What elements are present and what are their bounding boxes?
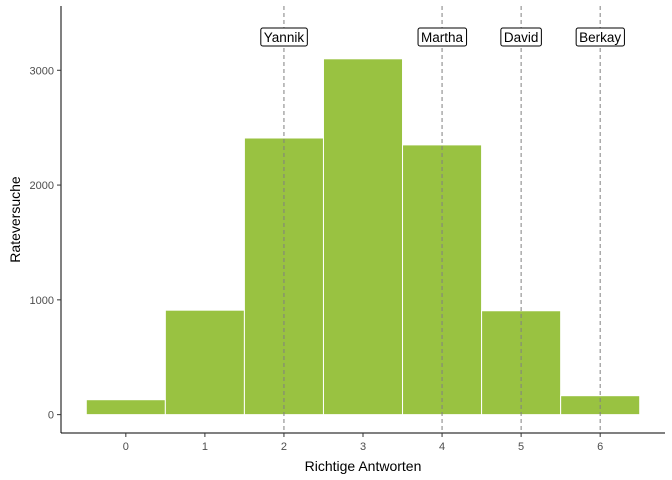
y-ticks-group: 0 1000 2000 3000 (30, 65, 61, 422)
reference-lines-group: Yannik Martha David Berkay (260, 6, 625, 433)
bar-0 (85, 399, 166, 416)
x-axis-title: Richtige Antworten (305, 458, 422, 474)
reference-label-box-yannik (260, 27, 308, 47)
bar-3 (322, 58, 404, 416)
x-tick-label: 6 (597, 441, 603, 453)
y-tick-label: 1000 (30, 295, 54, 307)
reference-label-box-berkay (575, 27, 625, 47)
x-tick-label: 5 (518, 441, 524, 453)
x-ticks-group: 0 1 2 3 4 5 6 (123, 433, 603, 453)
reference-label-box-martha (417, 27, 468, 47)
y-tick-label: 2000 (30, 180, 54, 192)
reference-label-david: David (504, 30, 539, 45)
y-tick-label: 3000 (30, 65, 54, 77)
bar-1 (164, 309, 245, 416)
reference-label-berkay: Berkay (579, 30, 621, 45)
x-tick-label: 4 (439, 441, 445, 453)
reference-label-box-david (500, 27, 542, 47)
x-tick-label: 1 (202, 441, 208, 453)
y-tick-label: 0 (48, 410, 54, 422)
y-axis-title: Rateversuche (7, 176, 23, 263)
x-tick-label: 3 (360, 441, 366, 453)
x-tick-label: 2 (281, 441, 287, 453)
reference-label-yannik: Yannik (264, 30, 305, 45)
bars-group (85, 58, 641, 416)
x-tick-label: 0 (123, 441, 129, 453)
reference-label-martha: Martha (421, 30, 464, 45)
